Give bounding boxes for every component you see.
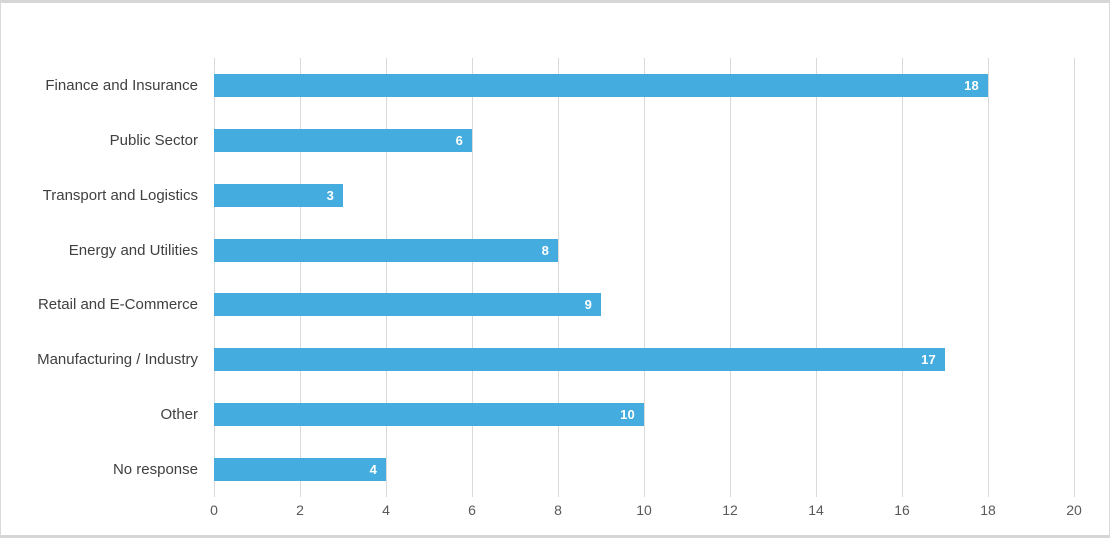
x-tick-label: 6 [468, 502, 476, 518]
bar: 18 [214, 73, 988, 97]
gridline [558, 58, 559, 497]
bar: 17 [214, 348, 945, 372]
x-tick-label: 16 [894, 502, 910, 518]
gridline [902, 58, 903, 497]
bar-value-label: 3 [326, 187, 334, 203]
bar-value-label: 6 [455, 132, 463, 148]
bar: 9 [214, 293, 601, 317]
bar-value-label: 9 [584, 297, 592, 313]
x-tick-label: 14 [808, 502, 824, 518]
x-tick-label: 0 [210, 502, 218, 518]
gridline [730, 58, 731, 497]
gridline [472, 58, 473, 497]
bar: 6 [214, 128, 472, 152]
bar: 10 [214, 403, 644, 427]
bar: 8 [214, 238, 558, 262]
bar-value-label: 10 [620, 407, 635, 423]
bar-value-label: 17 [921, 352, 936, 368]
gridline [644, 58, 645, 497]
category-label: Other [160, 406, 198, 424]
gridline [1074, 58, 1075, 497]
x-tick-label: 20 [1066, 502, 1082, 518]
bar: 3 [214, 183, 343, 207]
gridline [300, 58, 301, 497]
x-tick-label: 4 [382, 502, 390, 518]
category-label: Transport and Logistics [42, 186, 198, 204]
x-tick-label: 8 [554, 502, 562, 518]
gridline [816, 58, 817, 497]
category-label: Manufacturing / Industry [37, 351, 198, 369]
category-label: Energy and Utilities [68, 241, 198, 259]
category-label: No response [112, 461, 198, 479]
bar: 4 [214, 458, 386, 482]
gridline [988, 58, 989, 497]
gridline [386, 58, 387, 497]
bar-value-label: 8 [541, 242, 549, 258]
x-tick-label: 12 [722, 502, 738, 518]
gridline [214, 58, 215, 497]
x-tick-label: 18 [980, 502, 996, 518]
category-label: Retail and E-Commerce [37, 296, 198, 314]
plot-area: 18 6 3 8 9 17 10 4 [214, 58, 1075, 497]
x-tick-label: 10 [636, 502, 652, 518]
bar-value-label: 18 [964, 77, 979, 93]
x-tick-label: 2 [296, 502, 304, 518]
category-label: Finance and Insurance [45, 76, 198, 94]
category-label: Public Sector [109, 131, 198, 149]
bar-value-label: 4 [369, 462, 377, 478]
